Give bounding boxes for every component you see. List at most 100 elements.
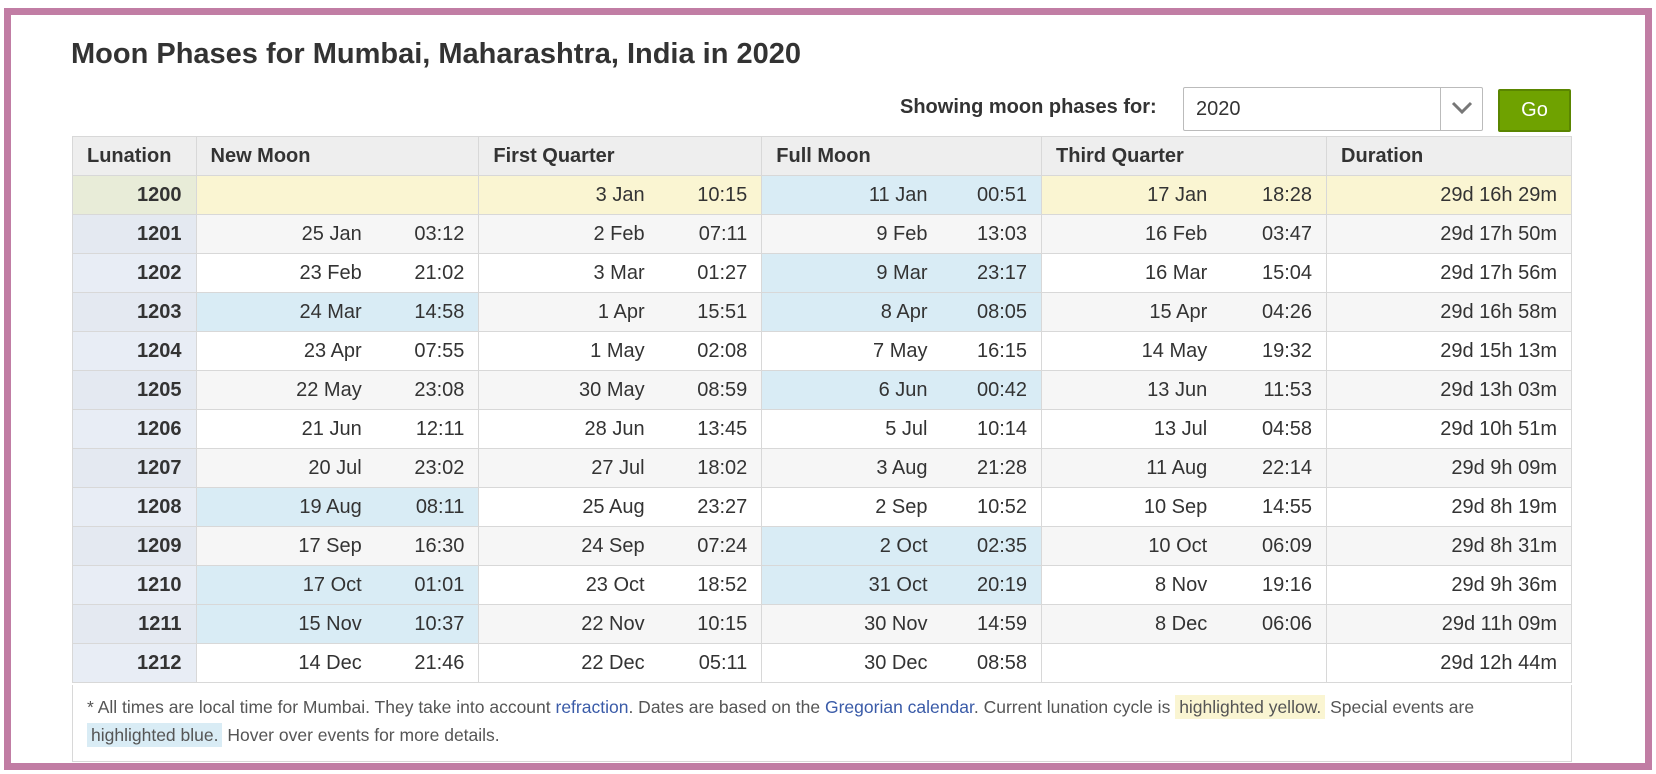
fq-date-cell[interactable]: 22 Nov [478,604,645,644]
nm-time-cell[interactable]: 21:02 [361,253,480,293]
tq-time-cell[interactable] [1207,643,1328,683]
nm-date-cell[interactable]: 17 Sep [195,526,362,566]
tq-date-cell[interactable]: 15 Apr [1041,292,1208,332]
nm-time-cell[interactable] [361,175,480,215]
tq-date-cell[interactable]: 10 Oct [1041,526,1208,566]
fq-time-cell[interactable]: 05:11 [644,643,763,683]
nm-date-cell[interactable]: 17 Oct [195,565,362,605]
tq-date-cell[interactable]: 17 Jan [1041,175,1208,215]
fm-date-cell[interactable]: 5 Jul [761,409,928,449]
fm-time-cell[interactable]: 00:51 [927,175,1043,215]
fq-time-cell[interactable]: 07:24 [644,526,763,566]
nm-date-cell[interactable] [195,175,362,215]
fq-date-cell[interactable]: 23 Oct [478,565,645,605]
fm-date-cell[interactable]: 9 Mar [761,253,928,293]
tq-time-cell[interactable]: 18:28 [1207,175,1328,215]
tq-date-cell[interactable]: 11 Aug [1041,448,1208,488]
nm-time-cell[interactable]: 08:11 [361,487,480,527]
year-select[interactable]: 2020 [1183,87,1483,131]
fm-date-cell[interactable]: 30 Nov [761,604,928,644]
fm-time-cell[interactable]: 08:58 [927,643,1043,683]
fm-date-cell[interactable]: 6 Jun [761,370,928,410]
fq-date-cell[interactable]: 2 Feb [478,214,645,254]
tq-date-cell[interactable]: 16 Feb [1041,214,1208,254]
fm-date-cell[interactable]: 9 Feb [761,214,928,254]
nm-time-cell[interactable]: 14:58 [361,292,480,332]
fm-time-cell[interactable]: 02:35 [927,526,1043,566]
nm-date-cell[interactable]: 24 Mar [195,292,362,332]
fq-date-cell[interactable]: 22 Dec [478,643,645,683]
fq-time-cell[interactable]: 10:15 [644,175,763,215]
tq-time-cell[interactable]: 22:14 [1207,448,1328,488]
tq-time-cell[interactable]: 04:58 [1207,409,1328,449]
fq-time-cell[interactable]: 13:45 [644,409,763,449]
nm-time-cell[interactable]: 01:01 [361,565,480,605]
fm-date-cell[interactable]: 3 Aug [761,448,928,488]
nm-time-cell[interactable]: 16:30 [361,526,480,566]
tq-date-cell[interactable] [1041,643,1208,683]
fm-date-cell[interactable]: 2 Sep [761,487,928,527]
fq-time-cell[interactable]: 01:27 [644,253,763,293]
dropdown-toggle[interactable] [1440,88,1482,130]
tq-date-cell[interactable]: 8 Nov [1041,565,1208,605]
fm-time-cell[interactable]: 16:15 [927,331,1043,371]
nm-time-cell[interactable]: 23:08 [361,370,480,410]
nm-date-cell[interactable]: 20 Jul [195,448,362,488]
fm-time-cell[interactable]: 14:59 [927,604,1043,644]
fq-date-cell[interactable]: 3 Jan [478,175,645,215]
fm-date-cell[interactable]: 31 Oct [761,565,928,605]
tq-time-cell[interactable]: 03:47 [1207,214,1328,254]
tq-date-cell[interactable]: 8 Dec [1041,604,1208,644]
tq-date-cell[interactable]: 13 Jul [1041,409,1208,449]
fm-date-cell[interactable]: 11 Jan [761,175,928,215]
nm-date-cell[interactable]: 21 Jun [195,409,362,449]
nm-date-cell[interactable]: 23 Feb [195,253,362,293]
nm-date-cell[interactable]: 14 Dec [195,643,362,683]
nm-date-cell[interactable]: 15 Nov [195,604,362,644]
fm-date-cell[interactable]: 8 Apr [761,292,928,332]
tq-time-cell[interactable]: 14:55 [1207,487,1328,527]
tq-date-cell[interactable]: 14 May [1041,331,1208,371]
fq-time-cell[interactable]: 23:27 [644,487,763,527]
fm-time-cell[interactable]: 23:17 [927,253,1043,293]
fq-time-cell[interactable]: 08:59 [644,370,763,410]
nm-time-cell[interactable]: 12:11 [361,409,480,449]
fm-time-cell[interactable]: 10:14 [927,409,1043,449]
tq-date-cell[interactable]: 16 Mar [1041,253,1208,293]
tq-date-cell[interactable]: 13 Jun [1041,370,1208,410]
fq-date-cell[interactable]: 30 May [478,370,645,410]
nm-time-cell[interactable]: 23:02 [361,448,480,488]
refraction-link[interactable]: refraction [555,697,629,717]
fm-date-cell[interactable]: 2 Oct [761,526,928,566]
fm-time-cell[interactable]: 20:19 [927,565,1043,605]
fm-time-cell[interactable]: 13:03 [927,214,1043,254]
nm-time-cell[interactable]: 03:12 [361,214,480,254]
tq-date-cell[interactable]: 10 Sep [1041,487,1208,527]
fq-date-cell[interactable]: 1 Apr [478,292,645,332]
fq-time-cell[interactable]: 18:02 [644,448,763,488]
fm-date-cell[interactable]: 7 May [761,331,928,371]
tq-time-cell[interactable]: 11:53 [1207,370,1328,410]
fq-date-cell[interactable]: 3 Mar [478,253,645,293]
fq-time-cell[interactable]: 15:51 [644,292,763,332]
nm-date-cell[interactable]: 19 Aug [195,487,362,527]
nm-date-cell[interactable]: 22 May [195,370,362,410]
fq-time-cell[interactable]: 07:11 [644,214,763,254]
nm-date-cell[interactable]: 25 Jan [195,214,362,254]
fq-date-cell[interactable]: 27 Jul [478,448,645,488]
nm-time-cell[interactable]: 10:37 [361,604,480,644]
fq-date-cell[interactable]: 1 May [478,331,645,371]
fq-time-cell[interactable]: 18:52 [644,565,763,605]
tq-time-cell[interactable]: 06:09 [1207,526,1328,566]
tq-time-cell[interactable]: 15:04 [1207,253,1328,293]
fm-time-cell[interactable]: 00:42 [927,370,1043,410]
fm-date-cell[interactable]: 30 Dec [761,643,928,683]
fq-date-cell[interactable]: 28 Jun [478,409,645,449]
nm-time-cell[interactable]: 07:55 [361,331,480,371]
fq-date-cell[interactable]: 25 Aug [478,487,645,527]
gregorian-calendar-link[interactable]: Gregorian calendar [824,697,974,717]
fm-time-cell[interactable]: 08:05 [927,292,1043,332]
tq-time-cell[interactable]: 19:16 [1207,565,1328,605]
fm-time-cell[interactable]: 21:28 [927,448,1043,488]
fq-time-cell[interactable]: 10:15 [644,604,763,644]
